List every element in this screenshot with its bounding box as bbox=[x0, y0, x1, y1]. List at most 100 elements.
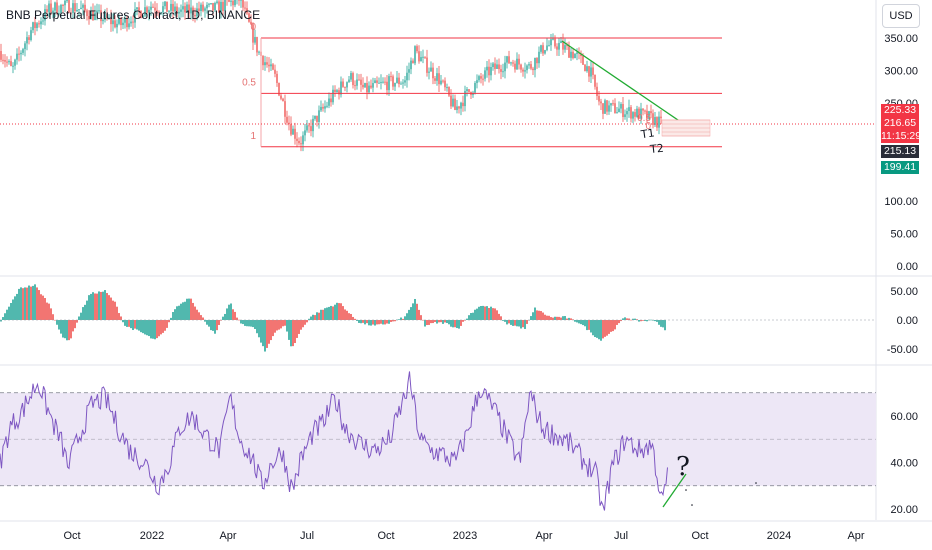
price-candle-body bbox=[426, 57, 428, 73]
momentum-bar bbox=[236, 317, 238, 320]
momentum-bar bbox=[44, 298, 46, 320]
price-candle-body bbox=[66, 0, 68, 2]
momentum-bar bbox=[584, 320, 586, 327]
momentum-bar bbox=[474, 309, 476, 320]
price-candle-body bbox=[412, 60, 414, 64]
momentum-bar bbox=[646, 320, 648, 322]
price-candle-body bbox=[618, 108, 620, 113]
momentum-bar bbox=[6, 309, 8, 320]
time-axis-tick-3: Jul bbox=[300, 530, 314, 542]
price-candle-body bbox=[400, 83, 402, 85]
momentum-bar bbox=[622, 318, 624, 320]
price-candle-body bbox=[162, 6, 164, 13]
momentum-bar bbox=[582, 320, 584, 326]
price-candle-body bbox=[502, 71, 504, 73]
momentum-bar bbox=[78, 316, 80, 320]
price-candle-body bbox=[220, 1, 222, 13]
price-candle-body bbox=[414, 46, 416, 64]
price-candle-body bbox=[190, 7, 192, 14]
momentum-bar bbox=[54, 319, 56, 321]
price-candle-body bbox=[176, 6, 178, 14]
momentum-bar bbox=[438, 320, 440, 323]
price-candle-body bbox=[434, 78, 436, 81]
price-candle-body bbox=[130, 21, 132, 24]
price-candle-body bbox=[64, 0, 66, 6]
momentum-bar bbox=[92, 292, 94, 320]
momentum-bar bbox=[326, 307, 328, 320]
price-candle-body bbox=[68, 0, 70, 13]
momentum-bar bbox=[590, 320, 592, 333]
price-candle-body bbox=[382, 81, 384, 83]
price-candle-body bbox=[76, 9, 78, 12]
momentum-bar bbox=[264, 320, 266, 352]
price-candle-body bbox=[312, 118, 314, 132]
price-candle-body bbox=[8, 61, 10, 63]
price-candle-body bbox=[298, 140, 300, 144]
momentum-bar bbox=[406, 313, 408, 320]
momentum-bar bbox=[274, 320, 276, 333]
momentum-bar bbox=[32, 285, 34, 320]
price-candle-body bbox=[374, 80, 376, 84]
currency-button[interactable]: USD bbox=[882, 4, 920, 28]
price-candle-body bbox=[402, 82, 404, 84]
momentum-bar bbox=[256, 320, 258, 334]
price-candle-body bbox=[50, 3, 52, 13]
price-candle-body bbox=[82, 4, 84, 8]
momentum-bar bbox=[378, 320, 380, 325]
price-candle-body bbox=[620, 104, 622, 109]
momentum-bar bbox=[468, 315, 470, 320]
fib-level-label-2: 1 bbox=[250, 131, 256, 142]
price-candle-body bbox=[484, 70, 486, 79]
momentum-bar bbox=[272, 320, 274, 337]
price-candle-body bbox=[218, 1, 220, 13]
price-candle-body bbox=[354, 85, 356, 87]
price-candle-body bbox=[334, 89, 336, 92]
momentum-bar bbox=[250, 320, 252, 327]
momentum-bar bbox=[88, 295, 90, 320]
price-candle-body bbox=[34, 22, 36, 29]
momentum-bar bbox=[174, 309, 176, 320]
price-candle-body bbox=[648, 111, 650, 119]
price-candle-body bbox=[424, 56, 426, 58]
momentum-bar bbox=[120, 316, 122, 320]
momentum-bar bbox=[544, 314, 546, 320]
momentum-bar bbox=[290, 320, 292, 347]
momentum-bar bbox=[360, 320, 362, 324]
momentum-bar bbox=[572, 319, 574, 320]
momentum-bar bbox=[18, 288, 20, 320]
momentum-bar bbox=[58, 320, 60, 330]
momentum-bar bbox=[2, 317, 4, 320]
price-candle-body bbox=[548, 45, 550, 47]
price-candle-body bbox=[216, 1, 218, 3]
momentum-bar bbox=[600, 320, 602, 341]
time-axis-tick-2: Apr bbox=[219, 530, 236, 542]
momentum-bar bbox=[336, 302, 338, 320]
price-candle-body bbox=[622, 104, 624, 118]
price-candle-body bbox=[574, 53, 576, 59]
momentum-bar bbox=[580, 320, 582, 325]
momentum-bar bbox=[72, 320, 74, 332]
momentum-bar bbox=[624, 317, 626, 320]
price-candle-body bbox=[508, 56, 510, 64]
momentum-bar bbox=[66, 320, 68, 341]
price-candle-body bbox=[46, 9, 48, 12]
momentum-bar bbox=[220, 320, 222, 321]
price-candle-body bbox=[410, 60, 412, 70]
price-candle-body bbox=[478, 76, 480, 81]
momentum-bar bbox=[268, 320, 270, 344]
price-candle-body bbox=[270, 64, 272, 67]
price-candle-body bbox=[24, 43, 26, 50]
momentum-bar bbox=[100, 291, 102, 320]
price-candle-body bbox=[166, 1, 168, 12]
price-candle-body bbox=[366, 83, 368, 93]
momentum-bar bbox=[126, 320, 128, 327]
momentum-bar bbox=[26, 287, 28, 320]
momentum-bar bbox=[460, 320, 462, 326]
momentum-bar bbox=[520, 320, 522, 329]
momentum-bar bbox=[400, 317, 402, 320]
momentum-bar bbox=[22, 288, 24, 320]
price-candle-body bbox=[454, 98, 456, 110]
price-candle-body bbox=[634, 112, 636, 117]
momentum-axis-tick-0: 50.00 bbox=[890, 286, 918, 298]
